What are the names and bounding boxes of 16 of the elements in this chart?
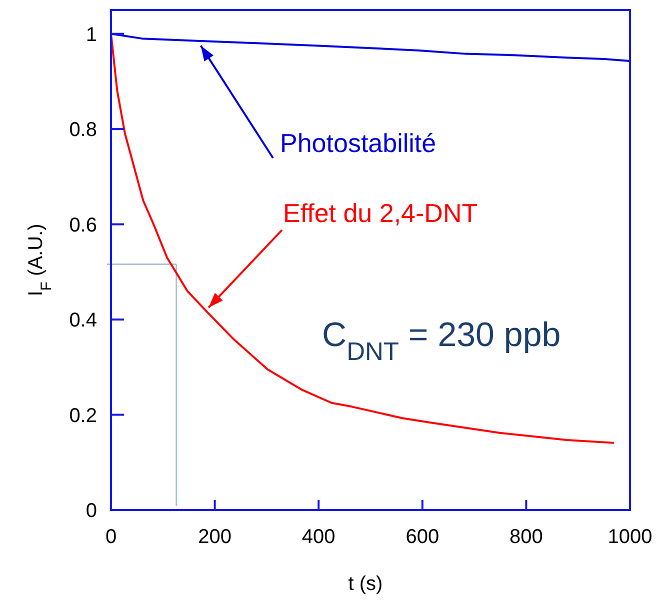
x-tick-label: 0 [105,526,117,548]
y-tick-label: 1 [86,24,97,46]
y-tick-label: 0.2 [69,404,97,427]
y-tick-label: 0.4 [69,310,97,332]
y-tick-label: 0.8 [69,119,97,142]
x-tick-label: 800 [510,526,543,548]
annotation: Effet du 2,4-DNT [283,198,478,228]
x-tick-label: 200 [198,526,232,548]
x-tick-label: 400 [302,526,336,548]
x-tick-label: 1000 [608,526,652,548]
y-tick-label: 0 [86,500,97,522]
y-tick-label: 0.6 [69,214,97,236]
x-axis-title: t (s) [348,573,383,595]
x-tick-label: 600 [406,526,440,548]
annotation: C$_{DNT}$ = 230 ppb [322,316,561,366]
annotation: Photostabilité [280,128,436,158]
